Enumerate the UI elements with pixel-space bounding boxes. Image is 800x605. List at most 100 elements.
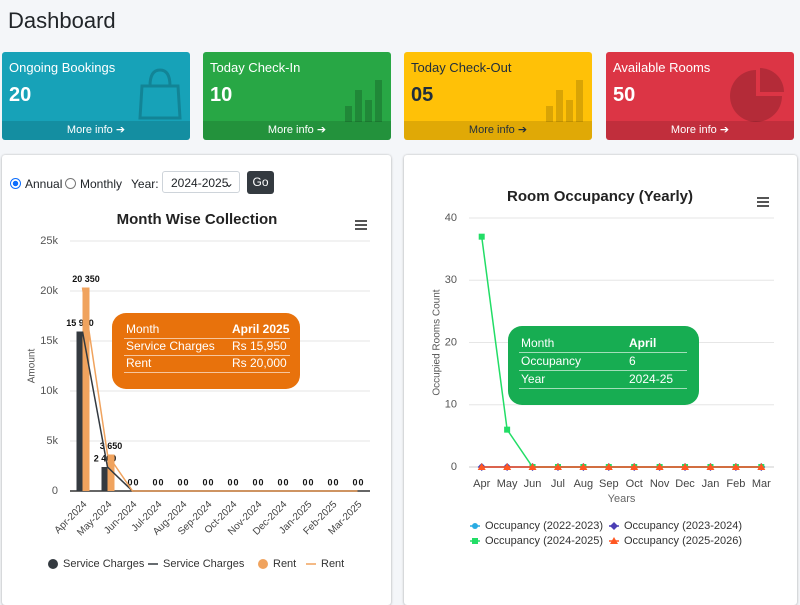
x-tick-label: Apr (473, 478, 490, 490)
data-label: 0 (208, 477, 213, 487)
legend-marker (610, 522, 618, 530)
legend-label: Occupancy (2022-2023) (485, 520, 603, 532)
legend-label: Occupancy (2024-2025) (485, 535, 603, 547)
data-label: 0 (133, 477, 138, 487)
data-point (655, 463, 664, 470)
legend-label: Rent (273, 558, 296, 570)
data-label: 15 950 (66, 318, 94, 328)
x-tick-label: Jan (702, 478, 720, 490)
tooltip-value: 2024-25 (629, 372, 673, 386)
data-label: 0 (283, 477, 288, 487)
chart-title: Room Occupancy (Yearly) (507, 188, 693, 205)
more-info-link[interactable]: More info ➔ (2, 121, 190, 140)
data-label: 0 (352, 477, 357, 487)
legend-swatch (258, 559, 268, 569)
tooltip-value: April (629, 336, 656, 350)
more-info-link[interactable]: More info ➔ (404, 121, 592, 140)
data-label: 0 (183, 477, 188, 487)
card-icon (345, 80, 382, 122)
tooltip-value: Rs 15,950 (232, 339, 287, 353)
card-value: 20 (9, 84, 32, 106)
radio-label[interactable]: Monthly (80, 177, 123, 191)
card-label: Today Check-Out (411, 60, 512, 75)
data-point (477, 463, 486, 470)
data-label: 0 (308, 477, 313, 487)
card-value: 50 (613, 84, 636, 106)
radio-monthly[interactable] (65, 178, 76, 189)
bar (107, 454, 115, 491)
more-info-link[interactable]: More info ➔ (606, 121, 794, 140)
x-tick-label: Jun (524, 478, 542, 490)
link-text[interactable]: More info (468, 124, 515, 136)
data-label: 0 (252, 477, 257, 487)
tooltip-value: 6 (629, 354, 636, 368)
go-button[interactable]: Go (247, 171, 274, 194)
x-tick-label: Mar (752, 478, 771, 490)
card-label: Available Rooms (613, 60, 711, 75)
x-tick-label: Sep (599, 478, 619, 490)
x-tick-label: Feb (726, 478, 745, 490)
data-label: 0 (333, 477, 338, 487)
y-tick-label: 15k (40, 335, 58, 347)
data-label: 20 350 (72, 274, 100, 284)
data-label: 0 (358, 477, 363, 487)
stat-card: Today Check-Out 05 More info ➔ (404, 52, 592, 140)
x-tick-label: Aug (574, 478, 594, 490)
menu-icon[interactable] (757, 197, 769, 207)
data-point (478, 233, 485, 240)
legend-marker (610, 537, 618, 544)
y-tick-label: 10 (445, 399, 457, 411)
legend-label: Occupancy (2025-2026) (624, 535, 742, 547)
data-label: 0 (177, 477, 182, 487)
card-value: 10 (210, 84, 233, 106)
legend-marker (472, 538, 478, 544)
x-tick-label: Oct (626, 478, 643, 490)
series-line (81, 287, 358, 492)
bar (76, 331, 84, 491)
data-label: 0 (327, 477, 332, 487)
x-tick-label: Nov (650, 478, 670, 490)
y-tick-label: 30 (445, 274, 457, 286)
legend-marker (472, 523, 478, 529)
more-info-link[interactable]: More info ➔ (203, 121, 391, 140)
data-point (706, 463, 715, 470)
y-tick-label: 25k (40, 235, 58, 247)
link-text[interactable]: More info (670, 124, 717, 136)
y-axis-label: Occupied Rooms Count (432, 289, 443, 395)
data-label: 0 (127, 477, 132, 487)
link-text[interactable]: More info (267, 124, 314, 136)
card-label: Today Check-In (210, 60, 301, 75)
data-point (681, 463, 690, 470)
tooltip-key: Month (126, 322, 159, 336)
legend-label: Service Charges (163, 558, 245, 570)
data-label: 0 (152, 477, 157, 487)
page-title: Dashboard (8, 8, 116, 33)
stat-card: Available Rooms 50 More info ➔ (606, 52, 794, 140)
select-value[interactable]: 2024-2025 (171, 176, 229, 190)
legend-label: Rent (321, 558, 344, 570)
bar (101, 467, 109, 491)
data-point (503, 463, 512, 470)
legend-label: Occupancy (2023-2024) (624, 520, 742, 532)
x-tick-label: May (497, 478, 518, 490)
menu-icon[interactable] (355, 220, 367, 230)
tooltip (112, 313, 300, 389)
y-tick-label: 20 (445, 336, 457, 348)
radio-annual[interactable] (10, 178, 21, 189)
year-label: Year: (131, 177, 159, 191)
card-icon (730, 68, 784, 122)
y-tick-label: 40 (445, 212, 457, 224)
chart-title: Month Wise Collection (117, 211, 278, 228)
tooltip-key: Rent (126, 356, 152, 370)
x-tick-label: Dec (675, 478, 695, 490)
card-value: 05 (411, 84, 434, 106)
year-select[interactable]: 2024-2025 ⌄ (162, 171, 240, 193)
radio-label[interactable]: Annual (25, 177, 63, 191)
tooltip-value: Rs 20,000 (232, 356, 287, 370)
data-label: 0 (158, 477, 163, 487)
data-label: 0 (258, 477, 263, 487)
bar (82, 287, 90, 491)
link-text[interactable]: More info (66, 124, 113, 136)
